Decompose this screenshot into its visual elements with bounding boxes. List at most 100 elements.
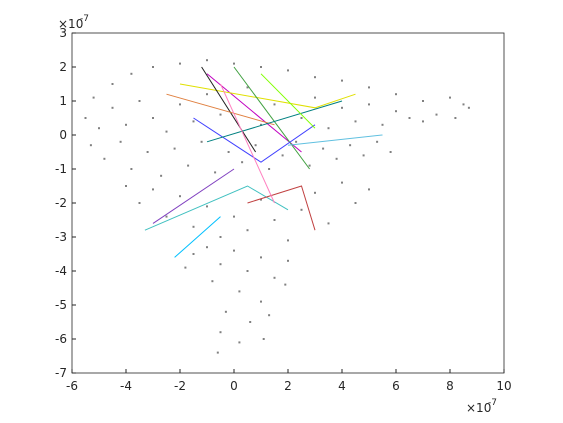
point <box>246 229 249 232</box>
trajectory <box>174 216 221 258</box>
point <box>238 290 241 293</box>
point <box>341 106 343 109</box>
point <box>233 62 235 65</box>
point <box>449 96 451 99</box>
x-tick-label: 6 <box>392 379 400 393</box>
point <box>206 246 208 249</box>
x-tick-label: -6 <box>66 379 78 393</box>
trajectory <box>193 117 316 163</box>
trajectory <box>260 73 316 129</box>
point <box>308 164 311 167</box>
trajectory <box>206 100 343 143</box>
point <box>368 188 370 191</box>
point <box>219 113 222 116</box>
point <box>224 310 227 313</box>
point <box>314 191 316 194</box>
x-tick-label: -4 <box>120 379 132 393</box>
point <box>422 100 424 102</box>
x-tick-label: 10 <box>496 379 511 393</box>
point <box>219 236 222 238</box>
trajectory <box>220 83 275 204</box>
point <box>241 161 244 164</box>
point <box>246 270 249 272</box>
point <box>467 106 470 109</box>
point <box>362 154 365 157</box>
y-exponent-power: -7 <box>80 14 89 24</box>
point <box>179 195 181 198</box>
point <box>173 147 176 150</box>
trajectory <box>287 134 383 146</box>
point <box>322 147 325 150</box>
point <box>165 215 168 218</box>
x-tick-label: 2 <box>284 379 292 393</box>
y-tick-label: 3 <box>59 26 67 40</box>
point <box>130 72 133 75</box>
point <box>187 164 190 167</box>
point <box>119 140 122 143</box>
point <box>273 276 276 279</box>
point <box>268 168 271 170</box>
point <box>295 140 298 143</box>
point <box>260 300 262 303</box>
x-tick-label: 4 <box>338 379 346 393</box>
point <box>268 314 271 317</box>
point <box>246 86 249 89</box>
point <box>219 331 222 334</box>
point <box>273 219 276 221</box>
point <box>84 117 87 119</box>
axes-box <box>71 32 505 374</box>
point <box>273 103 276 106</box>
point <box>98 127 100 130</box>
point <box>260 256 262 259</box>
point <box>200 140 203 143</box>
y-tick-label: -2 <box>55 196 67 210</box>
point <box>435 113 438 116</box>
point <box>152 117 154 119</box>
x-tick-label: 0 <box>230 379 238 393</box>
point <box>165 130 168 133</box>
point <box>192 120 195 123</box>
trajectory <box>206 73 302 153</box>
point <box>152 188 154 191</box>
point <box>287 259 289 262</box>
point <box>179 103 181 106</box>
point <box>287 69 289 72</box>
point <box>152 66 154 68</box>
point <box>327 222 330 225</box>
point <box>287 239 289 242</box>
point <box>260 198 262 201</box>
point <box>125 123 127 126</box>
point <box>354 202 357 204</box>
point <box>206 93 208 96</box>
x-tick-label: 8 <box>446 379 454 393</box>
x-tick-label: -2 <box>174 379 186 393</box>
y-tick-label: 2 <box>59 60 67 74</box>
point <box>92 96 95 99</box>
point <box>89 144 92 147</box>
y-tick-label: 1 <box>59 94 67 108</box>
point <box>341 181 343 184</box>
point <box>462 103 465 106</box>
point <box>395 93 397 96</box>
point <box>341 79 343 82</box>
y-tick-label: -4 <box>55 264 67 278</box>
point <box>219 263 222 266</box>
y-tick-label: -5 <box>55 298 67 312</box>
point <box>103 157 106 160</box>
point <box>249 321 252 323</box>
point <box>254 144 257 147</box>
x-exponent-power: -7 <box>488 398 497 408</box>
y-tick-label: -6 <box>55 332 67 346</box>
point <box>300 117 303 119</box>
point <box>454 117 457 119</box>
point <box>125 185 127 187</box>
point <box>216 351 219 354</box>
point <box>354 120 357 123</box>
point <box>233 215 235 218</box>
point <box>146 151 149 153</box>
point <box>233 249 235 252</box>
point <box>138 100 141 102</box>
point <box>284 283 287 286</box>
point <box>389 151 392 153</box>
